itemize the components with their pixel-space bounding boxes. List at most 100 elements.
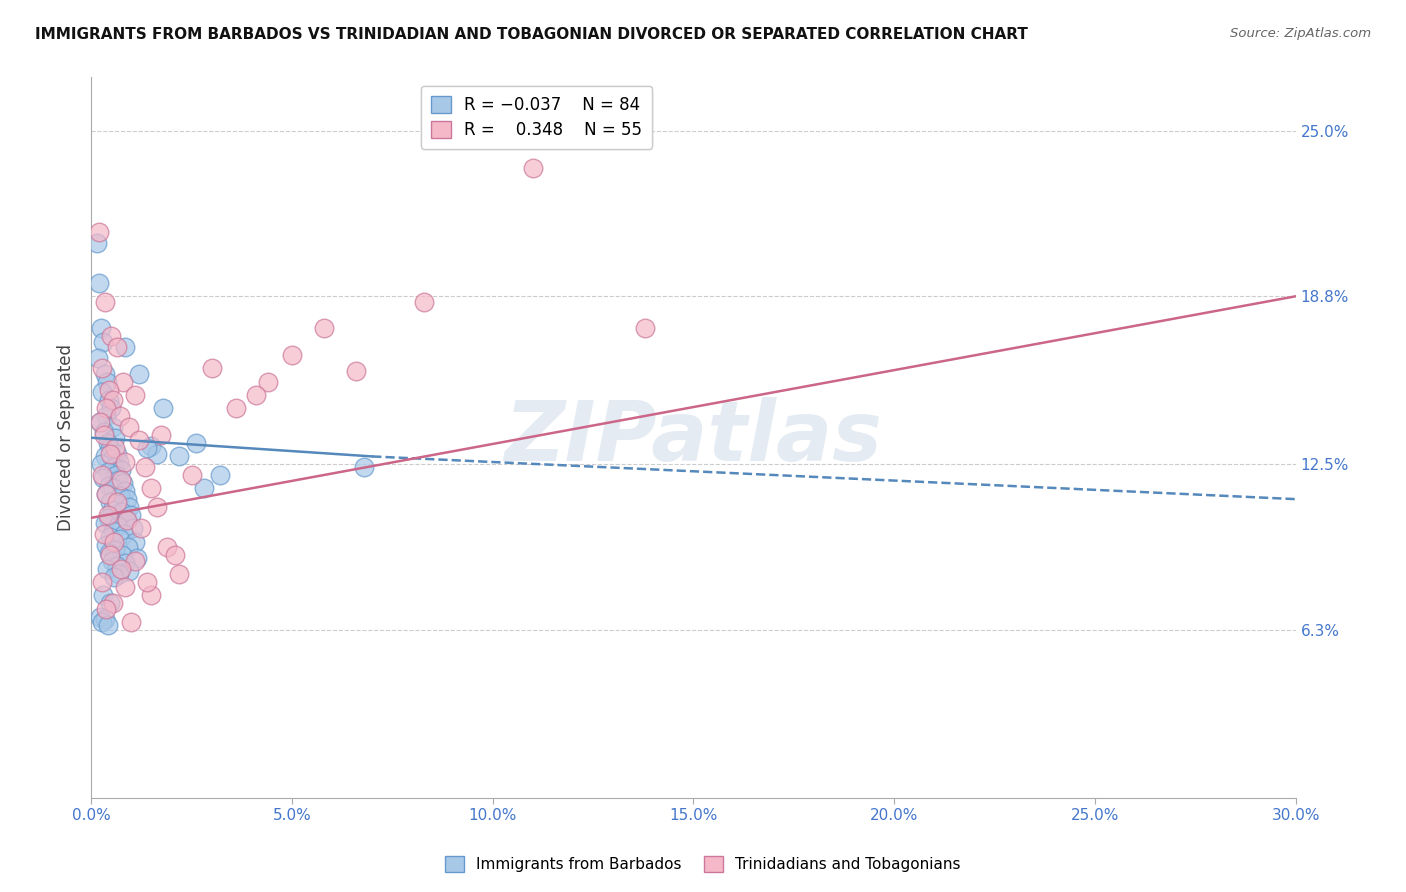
Point xyxy=(105,447,128,461)
Point xyxy=(90,321,112,335)
Point xyxy=(96,487,118,501)
Point xyxy=(94,367,117,381)
Point xyxy=(103,393,125,408)
Point xyxy=(108,532,131,546)
Point xyxy=(96,375,118,389)
Point xyxy=(120,615,142,629)
Point xyxy=(100,495,122,509)
Point xyxy=(86,235,108,250)
Point xyxy=(97,508,120,523)
Point xyxy=(103,524,125,538)
Point xyxy=(312,321,335,335)
Point xyxy=(101,503,124,517)
Point xyxy=(169,566,191,581)
Point xyxy=(114,556,136,570)
Point xyxy=(103,534,125,549)
Point xyxy=(522,161,544,176)
Point xyxy=(120,508,142,523)
Point xyxy=(114,455,136,469)
Point xyxy=(413,294,436,309)
Point xyxy=(208,468,231,483)
Point xyxy=(98,545,121,559)
Point xyxy=(91,588,114,602)
Point xyxy=(103,569,125,583)
Point xyxy=(152,401,174,416)
Point xyxy=(141,482,163,496)
Point xyxy=(146,447,169,461)
Point xyxy=(111,506,134,520)
Point xyxy=(97,511,120,525)
Point xyxy=(89,609,111,624)
Point xyxy=(131,521,153,535)
Text: IMMIGRANTS FROM BARBADOS VS TRINIDADIAN AND TOBAGONIAN DIVORCED OR SEPARATED COR: IMMIGRANTS FROM BARBADOS VS TRINIDADIAN … xyxy=(35,27,1028,42)
Legend: R = −0.037    N = 84, R =    0.348    N = 55: R = −0.037 N = 84, R = 0.348 N = 55 xyxy=(422,86,652,149)
Point xyxy=(100,401,122,416)
Point xyxy=(91,468,114,483)
Point xyxy=(117,492,139,507)
Text: ZIPatlas: ZIPatlas xyxy=(505,397,883,478)
Point xyxy=(103,482,125,496)
Point xyxy=(108,566,131,581)
Point xyxy=(103,460,125,475)
Point xyxy=(91,334,114,349)
Point xyxy=(128,367,150,381)
Point xyxy=(100,447,122,461)
Point xyxy=(89,276,111,290)
Point xyxy=(124,534,146,549)
Point xyxy=(91,361,114,376)
Point xyxy=(98,393,121,408)
Point xyxy=(110,561,132,575)
Point xyxy=(184,436,207,450)
Point xyxy=(118,564,141,578)
Point xyxy=(114,484,136,499)
Point xyxy=(108,455,131,469)
Point xyxy=(103,420,125,434)
Point xyxy=(122,521,145,535)
Legend: Immigrants from Barbados, Trinidadians and Tobagonians: Immigrants from Barbados, Trinidadians a… xyxy=(437,848,969,880)
Point xyxy=(104,442,127,456)
Point xyxy=(93,526,115,541)
Point xyxy=(105,495,128,509)
Point xyxy=(108,490,131,504)
Point xyxy=(141,588,163,602)
Point xyxy=(108,409,131,424)
Point xyxy=(156,540,179,554)
Point xyxy=(112,526,135,541)
Point xyxy=(96,537,118,551)
Point xyxy=(256,375,278,389)
Point xyxy=(114,340,136,354)
Point xyxy=(225,401,247,416)
Point xyxy=(94,612,117,626)
Point xyxy=(89,415,111,429)
Point xyxy=(118,500,141,515)
Point xyxy=(344,364,367,378)
Point xyxy=(100,329,122,343)
Point xyxy=(96,487,118,501)
Point xyxy=(93,428,115,442)
Point xyxy=(136,442,159,456)
Point xyxy=(200,361,222,376)
Point xyxy=(193,482,215,496)
Point xyxy=(96,561,118,575)
Point xyxy=(112,375,135,389)
Point xyxy=(169,450,191,464)
Point xyxy=(107,518,129,533)
Text: Source: ZipAtlas.com: Source: ZipAtlas.com xyxy=(1230,27,1371,40)
Point xyxy=(94,294,117,309)
Point xyxy=(89,415,111,429)
Point xyxy=(150,428,173,442)
Point xyxy=(110,463,132,477)
Point xyxy=(118,420,141,434)
Point xyxy=(634,321,657,335)
Point xyxy=(96,409,118,424)
Point xyxy=(110,474,132,488)
Point xyxy=(107,474,129,488)
Point xyxy=(100,548,122,562)
Point xyxy=(112,476,135,491)
Point xyxy=(91,615,114,629)
Point xyxy=(97,617,120,632)
Point xyxy=(105,468,128,483)
Point xyxy=(91,385,114,400)
Point xyxy=(93,425,115,440)
Point xyxy=(117,540,139,554)
